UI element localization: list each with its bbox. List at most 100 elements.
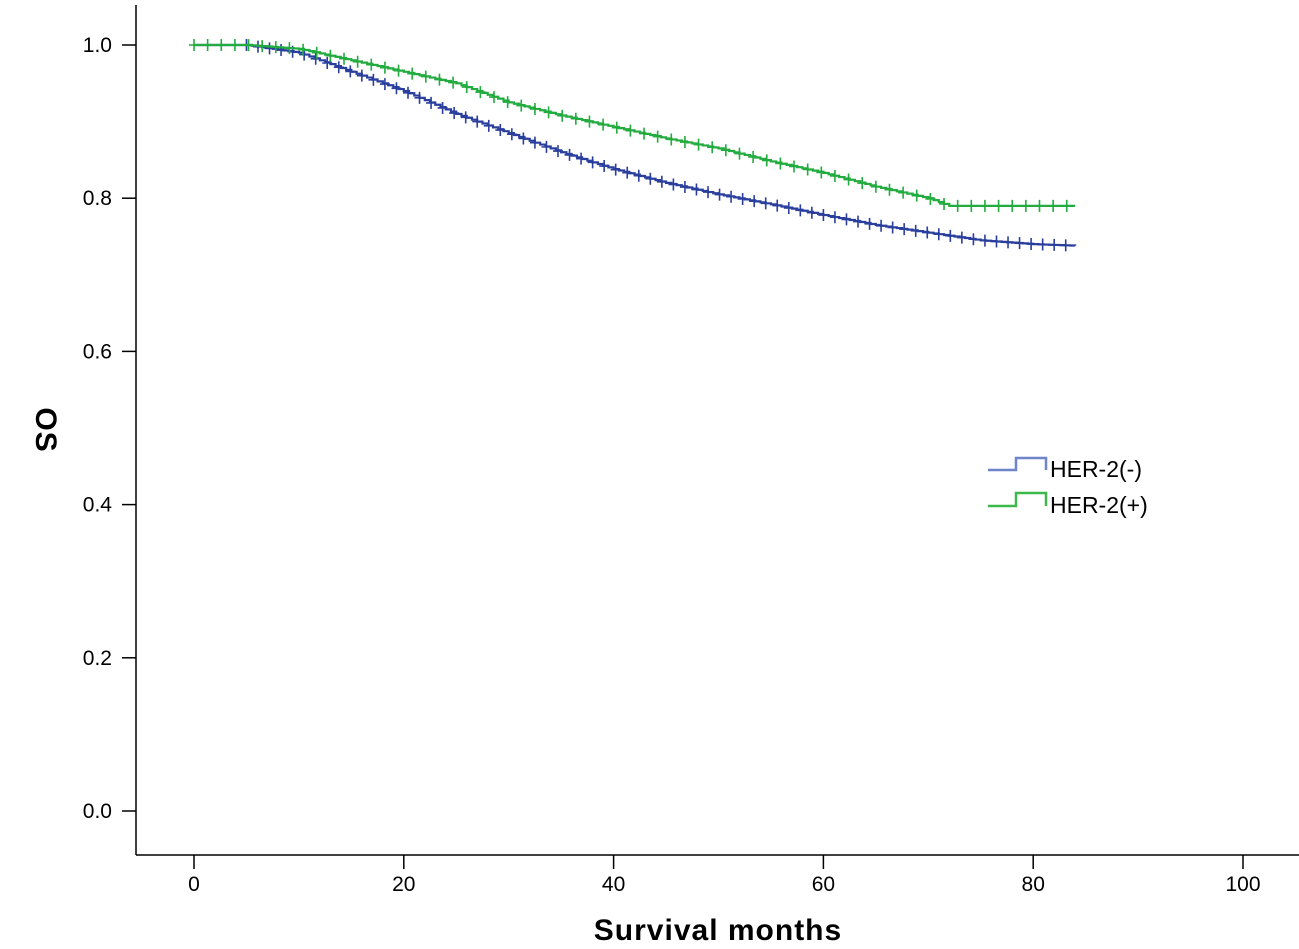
censor-mark-her-2 — [841, 213, 852, 226]
censor-mark-her-2 — [516, 99, 527, 112]
censor-mark-her-2 — [693, 138, 704, 151]
censor-mark-her-2 — [899, 223, 910, 236]
censor-mark-her-2 — [816, 166, 827, 179]
censor-mark-her-2 — [229, 39, 240, 51]
legend: HER-2(-) HER-2(+) — [988, 456, 1148, 518]
censor-mark-her-2 — [461, 81, 472, 94]
x-tick-label: 60 — [812, 873, 835, 896]
censor-mark-her-2 — [760, 197, 771, 210]
censor-mark-her-2 — [587, 156, 598, 169]
censor-mark-her-2 — [703, 186, 714, 199]
censor-mark-her-2 — [189, 39, 199, 51]
censor-mark-her-2 — [553, 145, 564, 158]
censor-mark-her-2 — [925, 192, 936, 205]
censor-mark-her-2 — [668, 178, 679, 191]
legend-label-her2-pos: HER-2(+) — [1050, 492, 1148, 518]
censor-mark-her-2 — [1060, 239, 1071, 252]
censor-mark-her-2 — [434, 73, 445, 86]
km-curve-her-2 — [194, 43, 1076, 207]
censor-mark-her-2 — [333, 61, 344, 74]
y-tick-label: 0.6 — [83, 340, 112, 363]
censor-mark-her-2 — [714, 188, 725, 201]
censor-mark-her-2 — [645, 172, 656, 185]
censor-mark-her-2 — [541, 140, 552, 153]
censor-mark-her-2 — [707, 141, 718, 154]
censor-mark-her-2 — [829, 211, 840, 224]
censor-mark-her-2 — [276, 44, 287, 57]
censor-mark-her-2 — [772, 199, 783, 212]
censor-mark-her-2 — [322, 57, 333, 70]
censor-mark-her-2 — [870, 180, 881, 193]
censor-mark-her-2 — [726, 190, 737, 203]
y-tick-label: 0.0 — [83, 800, 112, 823]
censor-mark-her-2 — [518, 132, 529, 145]
x-tick-label: 0 — [188, 873, 200, 896]
censor-mark-her-2 — [910, 224, 921, 237]
censor-mark-her-2 — [1048, 199, 1059, 212]
censor-mark-her-2 — [818, 209, 829, 222]
censor-mark-her-2 — [952, 199, 963, 212]
censor-mark-her-2 — [495, 124, 506, 137]
censor-mark-her-2 — [311, 46, 322, 59]
x-tick-label: 100 — [1225, 873, 1260, 896]
censor-mark-her-2 — [933, 228, 944, 241]
censor-mark-her-2 — [449, 107, 460, 120]
censor-mark-her-2 — [611, 121, 622, 134]
censor-mark-her-2 — [402, 86, 413, 99]
censor-mark-her-2 — [216, 39, 227, 51]
censor-mark-her-2 — [557, 109, 568, 122]
axes — [135, 5, 1299, 856]
censor-mark-her-2 — [310, 52, 321, 65]
censor-mark-her-2 — [339, 52, 350, 65]
censor-mark-her-2 — [483, 119, 494, 132]
censor-mark-her-2 — [1061, 199, 1072, 212]
censor-mark-her-2 — [968, 233, 979, 246]
censor-mark-her-2 — [345, 65, 356, 78]
censor-mark-her-2 — [352, 55, 363, 68]
censor-mark-her-2 — [529, 102, 540, 115]
censor-mark-her-2 — [426, 96, 437, 109]
legend-swatch-her2-pos — [988, 491, 1048, 508]
censor-mark-her-2 — [379, 78, 390, 91]
censor-mark-her-2 — [829, 169, 840, 182]
censor-mark-her-2 — [922, 226, 933, 239]
censor-mark-her-2 — [599, 160, 610, 173]
x-tick-label: 80 — [1022, 873, 1045, 896]
censor-mark-her-2 — [783, 201, 794, 214]
censor-mark-her-2 — [448, 76, 459, 89]
censor-mark-her-2 — [652, 130, 663, 143]
censor-mark-her-2 — [979, 199, 990, 212]
censor-mark-her-2 — [1020, 199, 1031, 212]
censor-mark-her-2 — [543, 106, 554, 119]
censor-mark-her-2 — [298, 43, 309, 56]
censor-mark-her-2 — [887, 221, 898, 234]
censor-mark-her-2 — [366, 58, 377, 71]
legend-swatch-her2-neg — [988, 456, 1048, 472]
y-tick-label: 1.0 — [83, 34, 112, 57]
censor-mark-her-2 — [956, 231, 967, 244]
legend-label-her2-neg: HER-2(-) — [1050, 456, 1142, 482]
censor-mark-her-2 — [633, 169, 644, 182]
censor-mark-her-2 — [576, 152, 587, 165]
censor-mark-her-2 — [656, 175, 667, 188]
x-axis-title: Survival months — [594, 914, 842, 944]
censor-mark-her-2 — [884, 183, 895, 196]
censor-mark-her-2 — [679, 181, 690, 194]
censor-mark-her-2 — [610, 163, 621, 176]
censor-mark-her-2 — [666, 133, 677, 146]
censor-mark-her-2 — [325, 49, 336, 62]
censor-mark-her-2 — [257, 40, 268, 53]
censor-mark-her-2 — [911, 189, 922, 202]
censor-mark-her-2 — [945, 229, 956, 242]
censor-mark-her-2 — [991, 235, 1002, 248]
censor-mark-her-2 — [1026, 238, 1037, 251]
censor-mark-her-2 — [806, 206, 817, 219]
censor-mark-her-2 — [795, 204, 806, 217]
y-tick-label: 0.4 — [83, 494, 113, 517]
censor-mark-her-2 — [737, 192, 748, 205]
series-her-2 — [189, 39, 1076, 212]
censor-mark-her-2 — [853, 215, 864, 228]
censor-mark-her-2 — [993, 199, 1004, 212]
